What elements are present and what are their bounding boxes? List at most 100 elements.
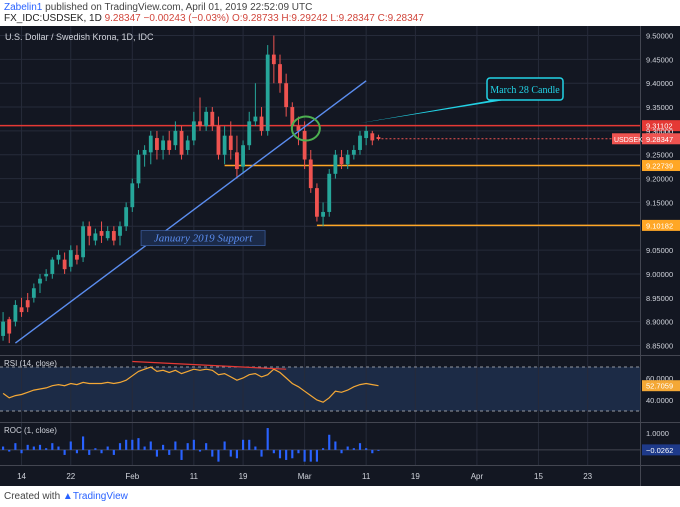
roc-bar	[2, 446, 5, 450]
price-tick-label: 9.05000	[646, 246, 673, 255]
roc-bar	[100, 449, 103, 454]
roc-bar	[118, 443, 122, 450]
rsi-title: RSI (14, close)	[4, 359, 57, 368]
candle-body	[241, 145, 245, 167]
roc-bar	[186, 443, 189, 450]
candle-body	[358, 135, 362, 150]
candle-body	[339, 157, 344, 165]
roc-bar	[309, 449, 312, 462]
last-price-badge	[642, 133, 680, 145]
ohlc-values: O:9.28733 H:9.29242 L:9.28347 C:9.28347	[231, 13, 424, 24]
roc-bar	[340, 449, 343, 454]
candle-body	[265, 54, 270, 131]
candle-body	[370, 133, 375, 141]
rsi-line	[2, 366, 379, 403]
candle-body	[38, 278, 42, 284]
roc-bar	[137, 438, 140, 450]
candle-body	[228, 135, 233, 150]
candle-body	[161, 140, 165, 150]
chart-background	[0, 26, 680, 486]
resistance-badge-label: 9.31102	[646, 122, 673, 131]
candle-body	[19, 307, 24, 313]
support-2-badge	[642, 219, 680, 231]
candle-body	[148, 135, 153, 153]
candle-body	[191, 121, 196, 141]
roc-bar	[180, 449, 183, 460]
roc-bar	[14, 443, 17, 450]
candle-body	[210, 111, 215, 127]
symbol-tag	[612, 133, 640, 145]
roc-bar	[143, 446, 146, 450]
roc-bar	[88, 449, 91, 455]
price-tick-label: 9.15000	[646, 198, 673, 207]
roc-bar	[125, 439, 128, 450]
symbol-line: FX_IDC:USDSEK, 1D 9.28347 −0.00243 (−0.0…	[4, 13, 424, 24]
rsi-band-fill	[0, 367, 640, 411]
candle-body	[376, 137, 381, 140]
price-tick-label: 9.45000	[646, 55, 673, 64]
candle-body	[56, 254, 61, 260]
candle-body	[222, 135, 227, 155]
roc-bar	[303, 449, 306, 462]
trendline-label: January 2019 Support	[154, 233, 253, 245]
roc-bar	[26, 444, 29, 450]
support-1-badge	[642, 160, 680, 172]
price-tick-label: 9.30000	[646, 127, 673, 136]
roc-bar	[254, 446, 257, 450]
roc-bar	[75, 449, 78, 454]
roc-current-label: −0.0262	[646, 446, 673, 455]
candle-body	[290, 107, 295, 127]
candle-body	[155, 138, 159, 150]
price-tick-label: 9.25000	[646, 151, 673, 160]
candle-body	[278, 64, 282, 84]
roc-bar	[334, 441, 337, 450]
roc-bar	[192, 439, 195, 450]
roc-bar	[322, 448, 325, 450]
candle-body	[173, 130, 178, 146]
candle-body	[259, 116, 264, 131]
support-1-badge-label: 9.22739	[646, 162, 673, 171]
roc-bar	[131, 439, 134, 450]
roc-bar	[168, 449, 171, 455]
roc-bar	[278, 449, 282, 459]
roc-bar	[272, 449, 275, 454]
price-tick-label: 9.20000	[646, 175, 673, 184]
author-link[interactable]: Zabelin1	[4, 2, 43, 13]
candle-body	[1, 321, 5, 336]
breakdown-highlight-ellipse	[290, 115, 321, 142]
roc-bar	[291, 449, 294, 459]
candle-body	[87, 226, 92, 236]
roc-bar	[198, 449, 202, 452]
price-tick-label: 8.85000	[646, 341, 673, 350]
roc-bar	[235, 449, 238, 459]
candle-body	[204, 111, 209, 127]
candle-body	[81, 226, 85, 258]
candle-body	[7, 319, 12, 334]
time-tick-label: 23	[583, 472, 592, 481]
time-tick-label: 11	[362, 472, 371, 481]
roc-bar	[106, 446, 109, 450]
publish-info: published on TradingView.com, April 01, …	[45, 2, 313, 13]
tradingview-brand-link[interactable]: TradingView	[72, 491, 128, 502]
roc-bar	[149, 441, 152, 450]
roc-bar	[297, 449, 300, 454]
roc-bar	[211, 449, 214, 457]
created-with-label: Created with	[4, 491, 61, 502]
chart-canvas[interactable]: January 2019 Support March 28 Candle U.S. …	[0, 26, 680, 486]
roc-bar	[328, 434, 331, 450]
roc-bar	[248, 439, 251, 450]
candle-body	[333, 154, 338, 174]
candle-body	[327, 173, 332, 212]
candle-body	[296, 126, 301, 131]
candle-body	[185, 140, 190, 150]
rsi-current-label: 52.7059	[646, 382, 673, 391]
trendline-label-box	[140, 230, 266, 247]
time-tick-label: 19	[239, 472, 248, 481]
candle-body	[62, 259, 67, 270]
roc-bar	[112, 449, 115, 455]
candle-body	[118, 226, 122, 236]
callout-label: March 28 Candle	[490, 85, 560, 96]
roc-bar	[51, 443, 54, 450]
roc-bar	[205, 443, 208, 450]
symbol-tag-label: USDSEK	[614, 137, 643, 144]
